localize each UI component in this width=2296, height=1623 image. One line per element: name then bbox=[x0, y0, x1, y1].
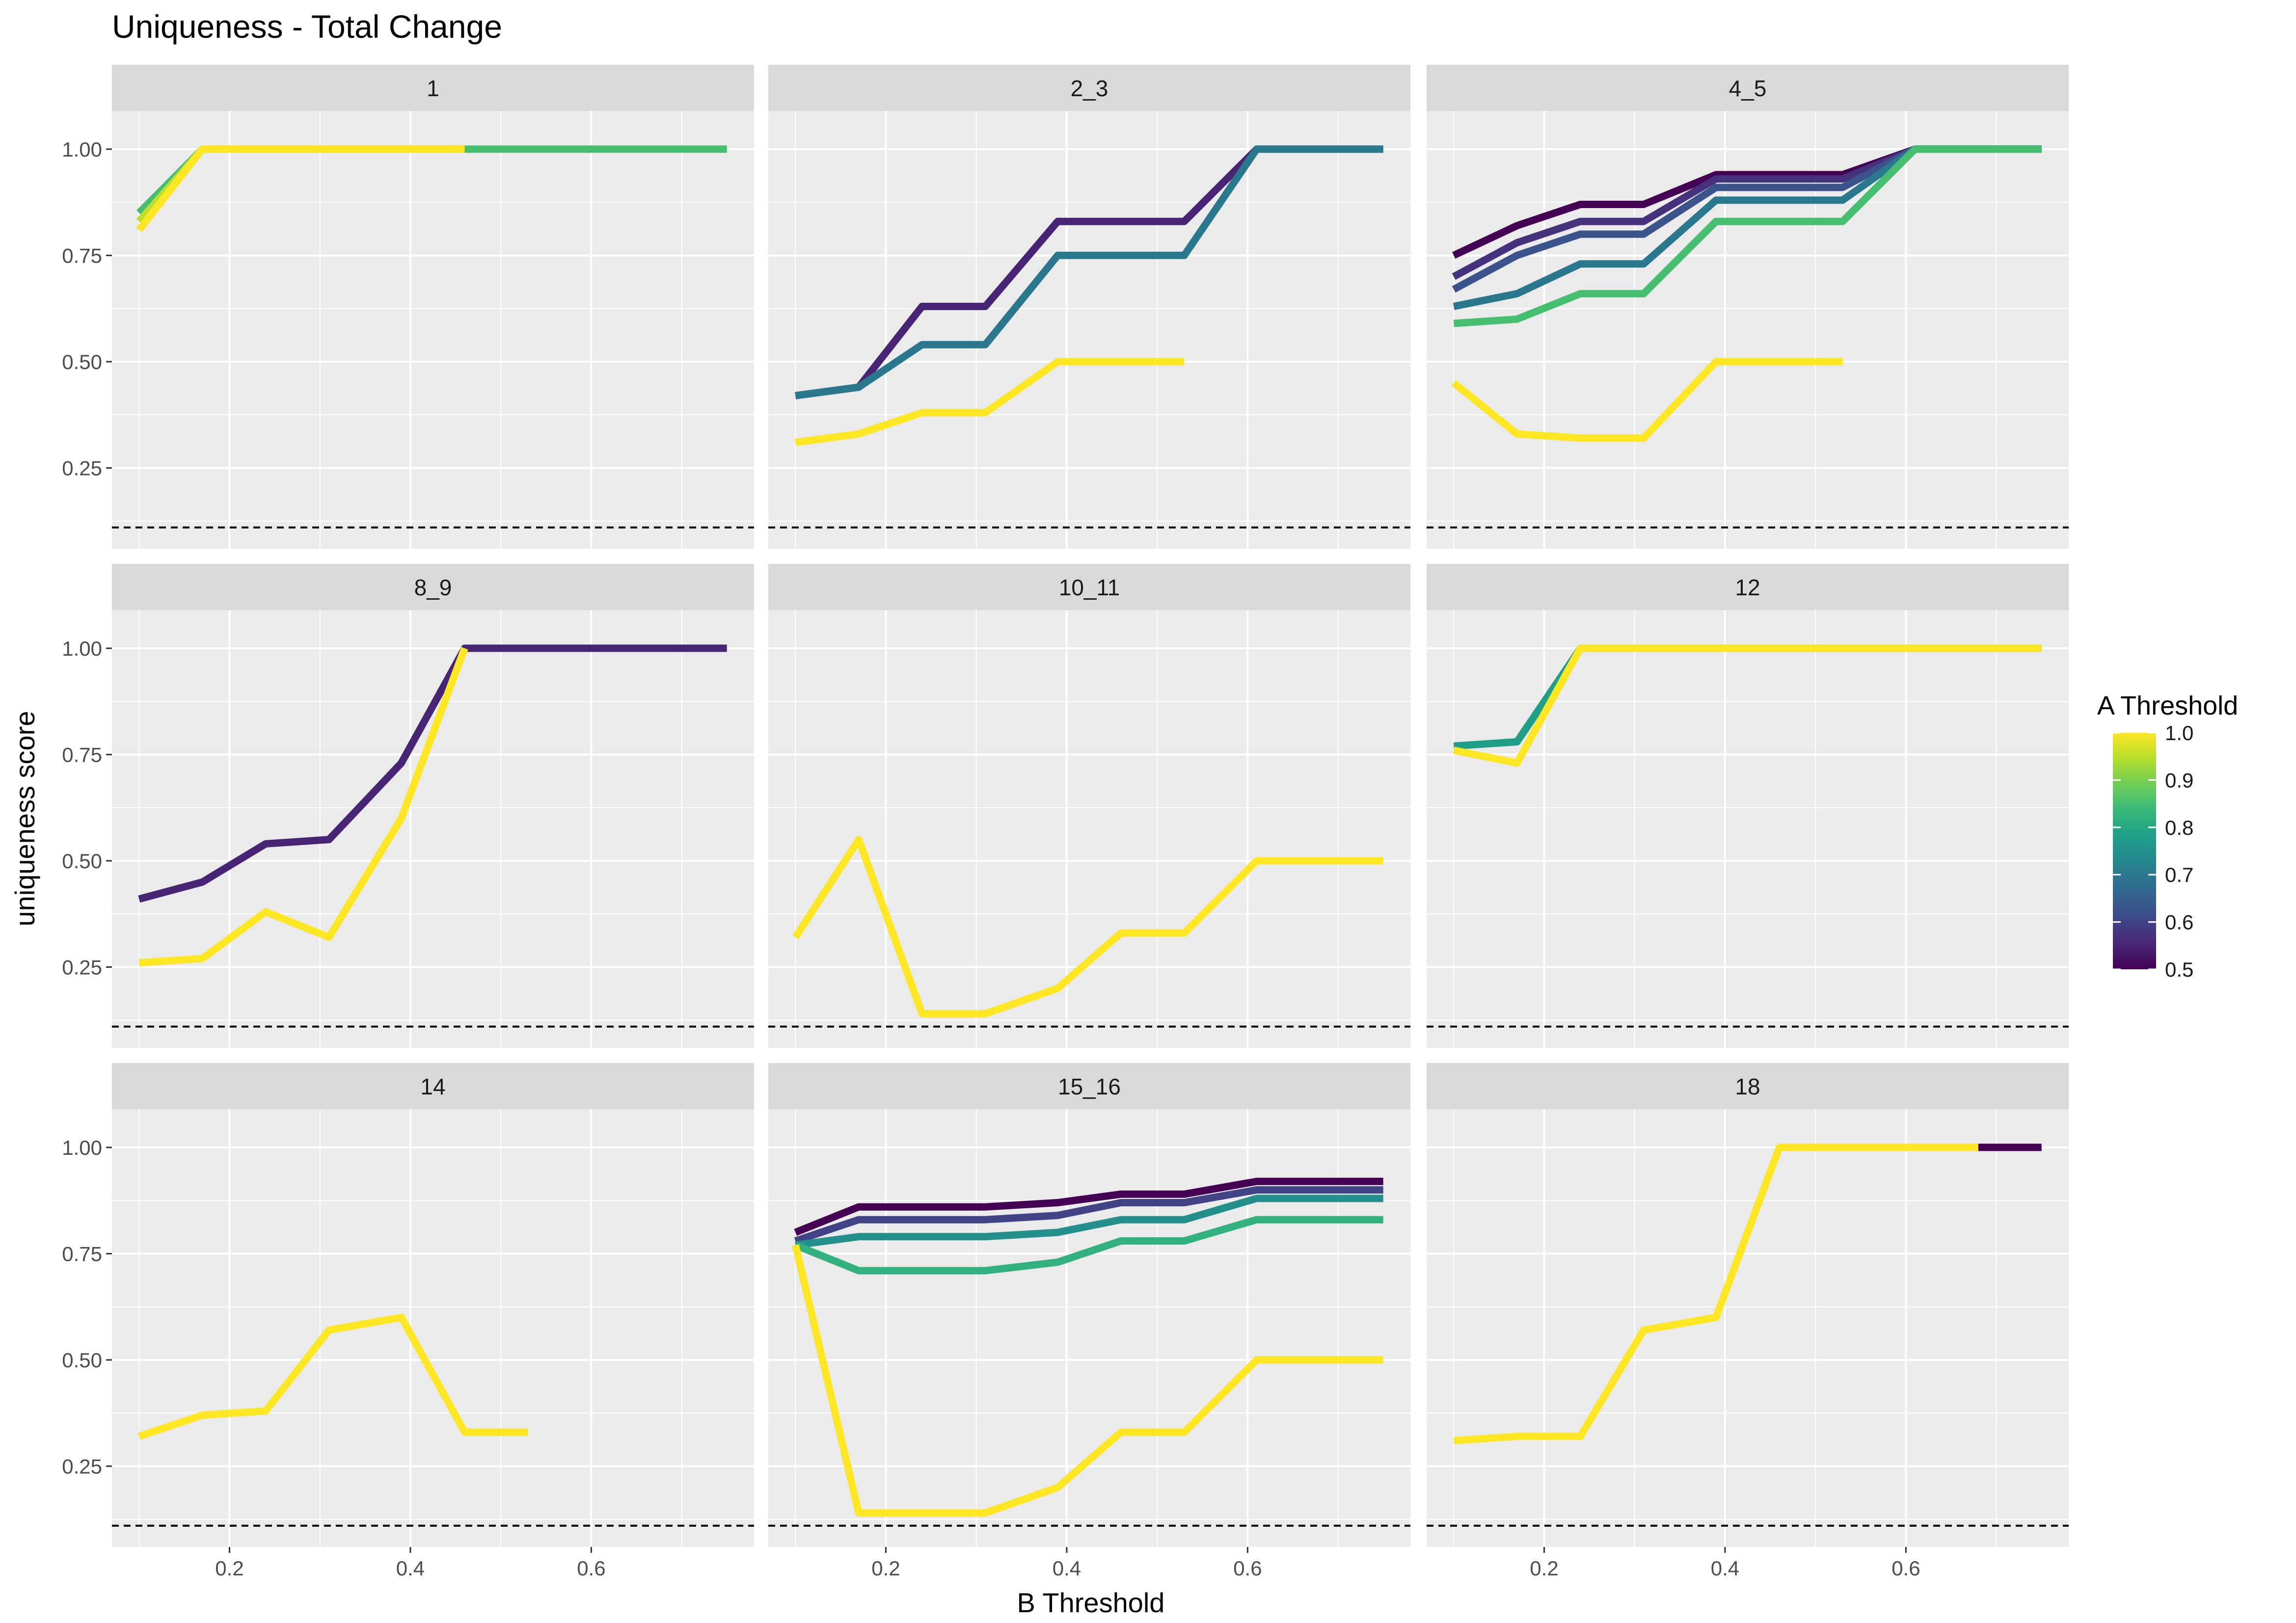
x-tick-label: 0.2 bbox=[1530, 1557, 1558, 1580]
facet-panel-12: 12 bbox=[1427, 564, 2069, 1048]
y-tick-label: 1.00 bbox=[62, 138, 102, 161]
y-tick-label: 0.50 bbox=[62, 1349, 102, 1372]
facet-strip-label: 2_3 bbox=[1071, 76, 1108, 101]
legend-tick-label: 1.0 bbox=[2165, 721, 2193, 745]
facet-panel-1: 1 0.25 0.50 0.75 1.00 bbox=[62, 65, 754, 549]
facet-strip-label: 12 bbox=[1735, 575, 1760, 600]
series-line bbox=[136, 145, 465, 233]
facet-strip-label: 8_9 bbox=[414, 575, 452, 600]
legend-colorbar bbox=[2113, 733, 2156, 969]
y-tick-label: 0.25 bbox=[62, 956, 102, 979]
series-line bbox=[794, 1186, 1383, 1245]
series-line bbox=[794, 1177, 1383, 1236]
y-tick-label: 1.00 bbox=[62, 637, 102, 660]
facet-strip bbox=[112, 65, 754, 111]
facet-panel-4_5: 4_5 bbox=[1427, 65, 2069, 549]
y-tick-label: 0.50 bbox=[62, 850, 102, 873]
x-tick-label: 0.6 bbox=[1891, 1557, 1920, 1580]
plot-area bbox=[112, 610, 754, 1048]
legend-tick-label: 0.9 bbox=[2165, 769, 2193, 792]
legend-tick-label: 0.7 bbox=[2165, 863, 2193, 886]
series-line bbox=[794, 1216, 1383, 1275]
legend-tick-label: 0.5 bbox=[2165, 958, 2193, 981]
y-tick-label: 0.25 bbox=[62, 1455, 102, 1478]
series-line bbox=[138, 647, 468, 967]
series-line bbox=[792, 1244, 1383, 1517]
series-line bbox=[792, 836, 1383, 1018]
x-tick-label: 0.4 bbox=[396, 1557, 425, 1580]
y-tick-label: 0.25 bbox=[62, 456, 102, 479]
facet-strip-label: 18 bbox=[1735, 1074, 1760, 1099]
plot-area bbox=[1427, 1109, 2069, 1547]
x-tick-label: 0.4 bbox=[1053, 1557, 1081, 1580]
facet-panel-14: 14 0.25 0.50 0.75 1.00 0.2 0.4 0.6 bbox=[62, 1063, 754, 1580]
series-line bbox=[1453, 644, 2042, 767]
legend-tick-label: 0.6 bbox=[2165, 911, 2193, 934]
x-tick-label: 0.2 bbox=[871, 1557, 900, 1580]
x-tick-label: 0.6 bbox=[1233, 1557, 1262, 1580]
facet-panel-15_16: 15_16 0.2 0.4 0.6 bbox=[768, 1063, 1410, 1580]
facet-strip-label: 1 bbox=[427, 76, 439, 101]
plot-area bbox=[112, 1109, 754, 1547]
plot-area bbox=[768, 610, 1410, 1048]
plot-area bbox=[768, 1109, 1410, 1547]
y-tick-label: 0.75 bbox=[62, 743, 102, 766]
series-line bbox=[795, 358, 1185, 446]
series-line bbox=[1453, 145, 2042, 327]
facet-panel-8_9: 8_9 0.25 0.50 0.75 1.00 bbox=[62, 564, 754, 1048]
facet-strip bbox=[1427, 1063, 2069, 1109]
x-tick-label: 0.2 bbox=[215, 1557, 243, 1580]
facet-strip bbox=[768, 564, 1410, 610]
y-axis-title: uniqueness score bbox=[9, 711, 40, 927]
y-tick-label: 0.50 bbox=[62, 350, 102, 373]
facet-panel-10_11: 10_11 bbox=[768, 564, 1410, 1048]
facet-strip bbox=[112, 564, 754, 610]
facet-panel-2_3: 2_3 bbox=[768, 65, 1410, 549]
series-line bbox=[795, 145, 1383, 399]
series-line bbox=[138, 644, 727, 903]
series-line bbox=[1453, 1144, 1978, 1444]
facet-strip bbox=[1427, 564, 2069, 610]
plot-area bbox=[112, 111, 754, 549]
chart-title: Uniqueness - Total Change bbox=[112, 8, 502, 45]
x-tick-label: 0.4 bbox=[1711, 1557, 1739, 1580]
legend-tick-label: 0.8 bbox=[2165, 816, 2193, 839]
facet-strip bbox=[1427, 65, 2069, 111]
legend-title: A Threshold bbox=[2097, 691, 2238, 720]
y-tick-label: 0.75 bbox=[62, 1242, 102, 1265]
plot-area bbox=[1427, 610, 2069, 1048]
facet-strip bbox=[112, 1063, 754, 1109]
facet-panels: 1 0.25 0.50 0.75 1.00 2_3 4_5 8_9 0.25 0.50 0.75 1.… bbox=[62, 65, 2069, 1580]
facet-strip-label: 14 bbox=[420, 1074, 445, 1099]
color-legend: A Threshold 1.0 0.9 0.8 0.7 0.6 0.5 bbox=[2097, 691, 2238, 981]
facet-strip bbox=[768, 1063, 1410, 1109]
plot-area bbox=[768, 111, 1410, 549]
y-tick-label: 1.00 bbox=[62, 1136, 102, 1159]
facet-strip-label: 4_5 bbox=[1729, 76, 1767, 101]
x-axis-title: B Threshold bbox=[1017, 1587, 1165, 1618]
facet-strip bbox=[768, 65, 1410, 111]
facet-strip-label: 15_16 bbox=[1058, 1074, 1121, 1099]
facet-strip-label: 10_11 bbox=[1059, 575, 1120, 600]
series-line bbox=[137, 1313, 528, 1440]
series-line bbox=[795, 1195, 1383, 1249]
x-tick-label: 0.6 bbox=[577, 1557, 605, 1580]
series-line bbox=[1451, 358, 1843, 442]
facet-panel-18: 18 0.2 0.4 0.6 bbox=[1427, 1063, 2069, 1580]
y-tick-label: 0.75 bbox=[62, 244, 102, 267]
